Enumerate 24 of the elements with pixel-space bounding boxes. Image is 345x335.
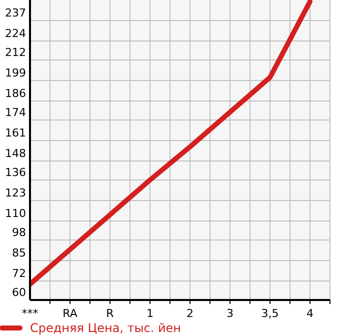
y-tick-label: 123: [5, 186, 26, 200]
x-tick-label: 1: [146, 307, 154, 320]
x-tick-label: 3,5: [261, 307, 279, 320]
y-tick-label: 161: [5, 126, 26, 140]
x-tick-label: R: [106, 307, 114, 320]
y-tick-label: 85: [12, 246, 26, 260]
y-tick-label: 224: [5, 27, 26, 40]
x-tick-label: 2: [186, 307, 194, 320]
x-tick-label: 4: [306, 307, 314, 320]
y-tick-label: 212: [5, 46, 26, 59]
y-tick-label: 199: [5, 66, 26, 80]
y-tick-label: 148: [5, 147, 26, 160]
x-tick-label: RA: [62, 307, 78, 320]
y-tick-label: 186: [5, 87, 26, 100]
x-tick-label: 3: [226, 307, 234, 320]
legend-label: Средняя Цена, тыс. йен: [30, 321, 182, 335]
y-tick-label: 60: [12, 286, 26, 299]
y-tick-label: 237: [5, 6, 26, 20]
y-tick-label: 174: [5, 106, 26, 119]
y-tick-label: 136: [5, 166, 26, 179]
y-tick-label: 98: [12, 226, 26, 239]
x-tick-label: ***: [22, 307, 39, 320]
y-tick-label: 72: [12, 267, 26, 280]
y-tick-label: 110: [5, 207, 26, 220]
